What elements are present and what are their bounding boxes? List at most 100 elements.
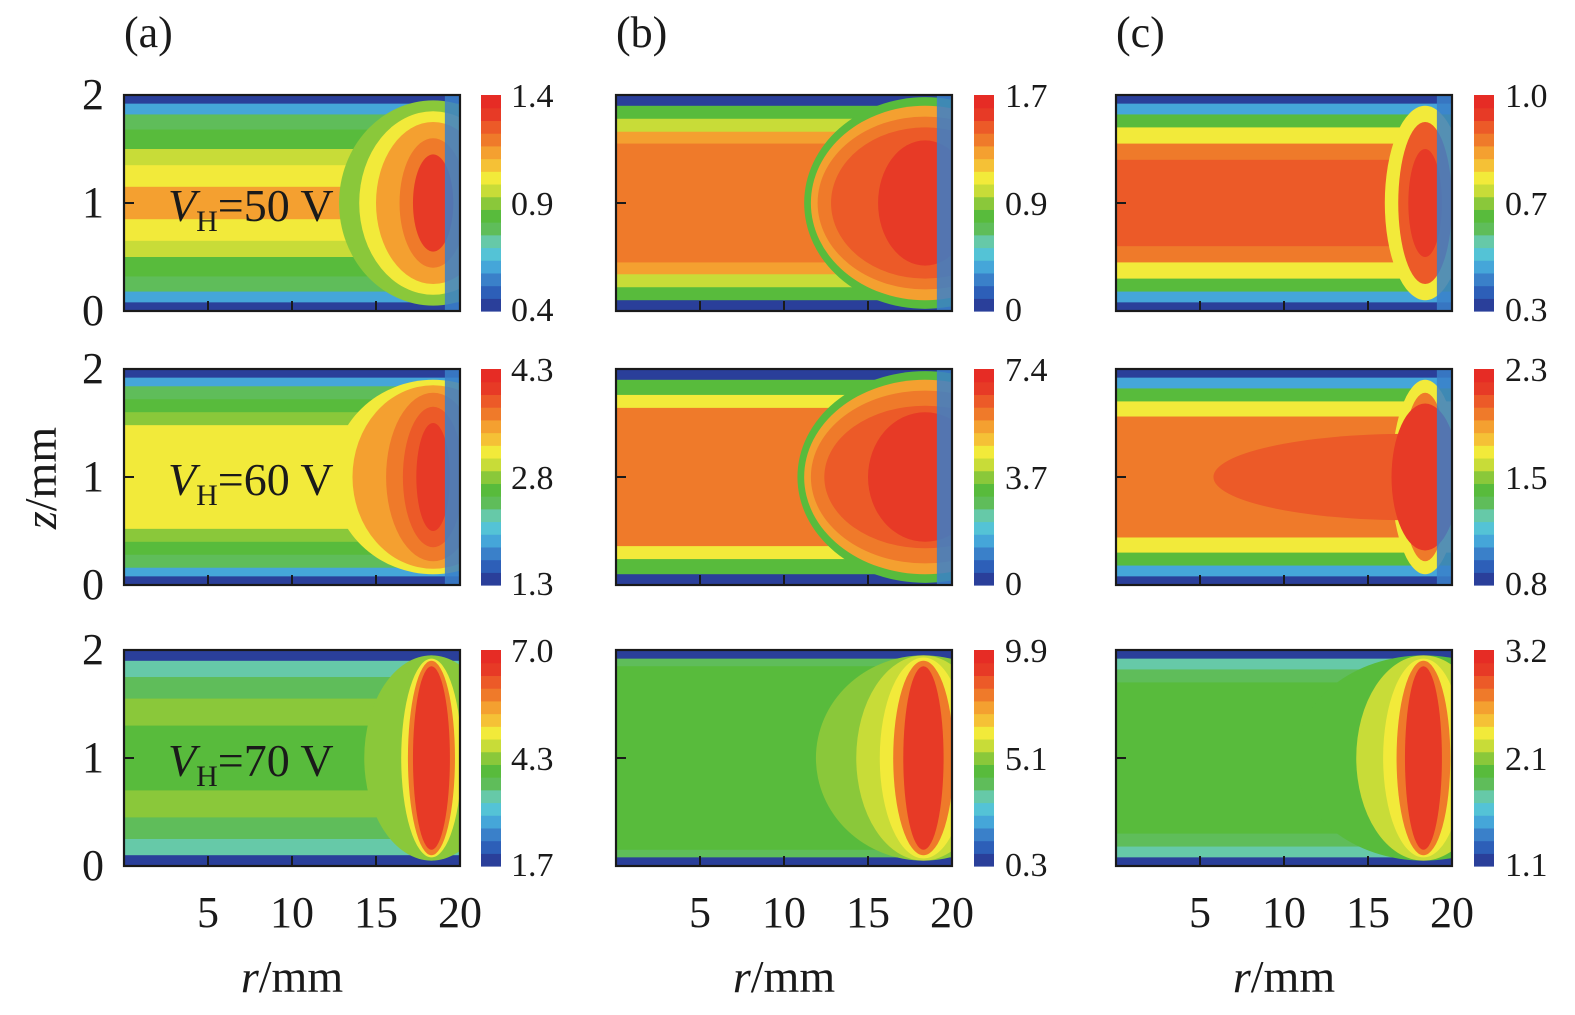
colorbar-swatch <box>1474 751 1494 765</box>
colorbar-swatch <box>1474 369 1494 383</box>
colorbar-swatch <box>481 508 501 523</box>
colorbar-swatch <box>974 764 994 778</box>
x-tick-label: 10 <box>1262 888 1306 937</box>
colorbar-swatch <box>974 445 994 459</box>
colorbar-r0c2 <box>1474 95 1494 312</box>
colorbar-swatch <box>1474 470 1494 484</box>
colorbar-swatch <box>1474 534 1494 548</box>
colorbar-swatch <box>481 827 501 842</box>
x-tick-label: 5 <box>197 888 219 937</box>
colorbar-swatch <box>481 777 501 791</box>
colorbar-tick-label: 2.3 <box>1505 352 1548 389</box>
colorbar-swatch <box>481 457 501 472</box>
colorbar-swatch <box>974 738 994 753</box>
colorbar-tick-label: 1.7 <box>1005 78 1048 115</box>
colorbar-swatch <box>1474 572 1494 586</box>
x-tick-label: 20 <box>930 888 974 937</box>
colorbar-swatch <box>481 120 501 134</box>
y-tick-label: 0 <box>82 841 104 890</box>
colorbar-swatch <box>1474 432 1494 446</box>
colorbar-swatch <box>481 662 501 677</box>
colorbar-swatch <box>974 777 994 791</box>
colorbar-swatch <box>481 738 501 753</box>
colorbar-swatch <box>1474 802 1494 816</box>
colorbar-swatch <box>1474 247 1494 261</box>
colorbar-swatch <box>481 95 501 109</box>
colorbar-tick-label: 7.0 <box>511 633 554 670</box>
colorbar-swatch <box>974 508 994 523</box>
colorbar-swatch <box>1474 777 1494 791</box>
y-tick-label: 0 <box>82 560 104 609</box>
colorbar-swatch <box>1474 158 1494 172</box>
heatmap-r1c2 <box>1116 369 1452 585</box>
colorbar-swatch <box>974 247 994 261</box>
voltage-annotation: VH=60 V <box>168 454 334 512</box>
colorbar-swatch <box>974 381 994 396</box>
column-label-b: (b) <box>616 8 667 57</box>
voltage-annotation: VH=50 V <box>168 180 334 238</box>
colorbar-r1c1 <box>974 369 994 586</box>
colorbar-swatch <box>974 726 994 740</box>
colorbar-swatch <box>1474 222 1494 236</box>
colorbar-swatch <box>974 470 994 484</box>
y-tick-label: 1 <box>82 178 104 227</box>
colorbar-swatch <box>974 298 994 312</box>
colorbar-swatch <box>974 534 994 548</box>
colorbar-swatch <box>481 272 501 287</box>
colorbar-swatch <box>481 222 501 236</box>
colorbar-swatch <box>974 546 994 561</box>
colorbar-swatch <box>481 158 501 172</box>
colorbar-tick-label: 9.9 <box>1005 633 1048 670</box>
colorbar-swatch <box>1474 738 1494 753</box>
heatmap-r1c1 <box>616 369 952 585</box>
colorbar-tick-label: 1.4 <box>511 78 554 115</box>
colorbar-swatch <box>974 272 994 287</box>
colorbar-swatch <box>481 133 501 147</box>
colorbar-tick-label: 0.3 <box>1505 292 1548 329</box>
colorbar-swatch <box>974 196 994 210</box>
colorbar-swatch <box>1474 285 1494 299</box>
colorbar-swatch <box>974 145 994 160</box>
colorbar-swatch <box>974 751 994 765</box>
colorbar-swatch <box>1474 196 1494 210</box>
colorbar-swatch <box>481 751 501 765</box>
column-label-c: (c) <box>1116 8 1165 57</box>
colorbar-swatch <box>481 298 501 312</box>
colorbar-swatch <box>481 853 501 867</box>
colorbar-swatch <box>481 445 501 459</box>
colorbar-swatch <box>1474 171 1494 185</box>
colorbar-swatch <box>481 394 501 408</box>
colorbar-tick-label: 0.3 <box>1005 847 1048 884</box>
colorbar-tick-label: 1.3 <box>511 566 554 603</box>
colorbar-swatch <box>481 196 501 210</box>
colorbar-swatch <box>481 700 501 715</box>
colorbar-tick-label: 1.1 <box>1505 847 1548 884</box>
colorbar-swatch <box>481 521 501 535</box>
colorbar-tick-label: 4.3 <box>511 352 554 389</box>
colorbar-swatch <box>974 840 994 854</box>
colorbar-swatch <box>1474 445 1494 459</box>
colorbar-swatch <box>481 432 501 446</box>
colorbar-swatch <box>1474 209 1494 223</box>
colorbar-swatch <box>974 572 994 586</box>
colorbar-tick-label: 5.1 <box>1005 741 1048 778</box>
colorbar-tick-label: 1.0 <box>1505 78 1548 115</box>
colorbar-swatch <box>974 789 994 804</box>
colorbar-swatch <box>481 209 501 223</box>
colorbar-tick-label: 3.7 <box>1005 460 1048 497</box>
colorbar-r2c1 <box>974 650 994 867</box>
heatmap-r1c0 <box>124 369 460 585</box>
x-axis-label: r/mm <box>1233 951 1335 1002</box>
colorbar-swatch <box>1474 559 1494 573</box>
colorbar-swatch <box>481 419 501 434</box>
colorbar-swatch <box>481 675 501 689</box>
colorbar-r1c2 <box>1474 369 1494 586</box>
colorbar-swatch <box>481 764 501 778</box>
x-tick-label: 15 <box>354 888 398 937</box>
colorbar-swatch <box>1474 95 1494 109</box>
colorbar-swatch <box>481 470 501 484</box>
colorbar-swatch <box>481 713 501 727</box>
colorbar-swatch <box>974 521 994 535</box>
heatmap-r2c1 <box>616 650 952 866</box>
colorbar-swatch <box>1474 508 1494 523</box>
